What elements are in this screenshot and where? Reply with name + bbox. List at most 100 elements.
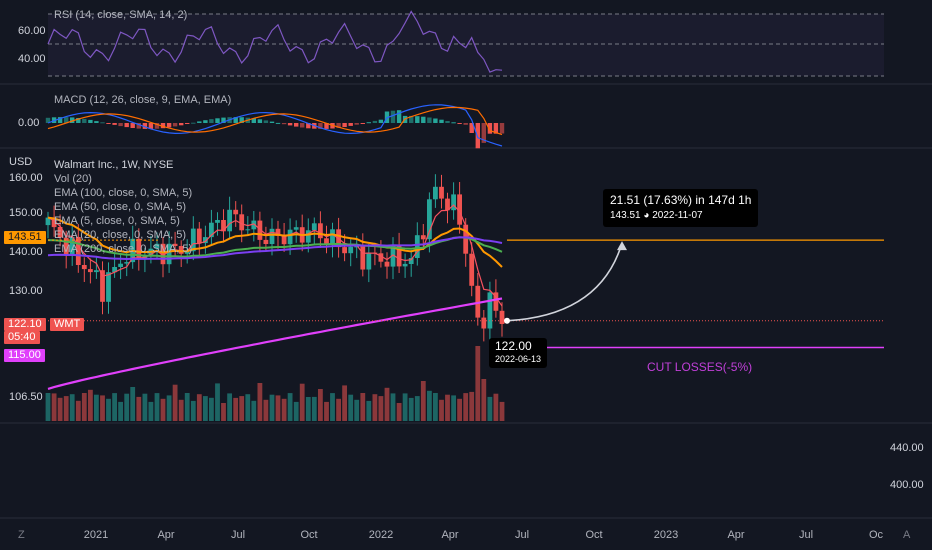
ema-label: EMA (100, close, 0, SMA, 5) bbox=[54, 187, 193, 199]
time-tick: 2023 bbox=[653, 529, 679, 541]
macd-histogram-bar bbox=[390, 110, 396, 123]
macd-histogram-bar bbox=[318, 123, 323, 129]
rsi-line bbox=[47, 10, 503, 73]
signal-line bbox=[47, 106, 503, 136]
volume-bar bbox=[445, 394, 450, 421]
candle-body bbox=[203, 237, 208, 244]
time-tick: Oct bbox=[300, 529, 318, 541]
volume-bar bbox=[360, 393, 366, 421]
volume-bar bbox=[45, 393, 51, 421]
candle-body bbox=[118, 263, 123, 267]
macd-histogram-bar bbox=[130, 123, 135, 128]
volume-bar bbox=[209, 397, 214, 421]
candle-body bbox=[63, 237, 69, 256]
macd-pane bbox=[45, 104, 505, 149]
macd-histogram-bar bbox=[88, 119, 93, 123]
candle-body bbox=[45, 217, 51, 226]
countdown-tag: 05:40 bbox=[4, 331, 40, 344]
candle-body bbox=[112, 267, 117, 273]
candle-body bbox=[57, 227, 63, 238]
volume-bar bbox=[136, 396, 142, 421]
ema-5-line bbox=[47, 204, 503, 307]
stop-loss-label: CUT LOSSES(-5%) bbox=[647, 360, 753, 374]
timezone-button[interactable]: Z bbox=[18, 529, 25, 541]
macd-line bbox=[47, 104, 503, 147]
candle-body bbox=[378, 253, 384, 262]
volume-bar bbox=[342, 385, 347, 421]
ema-200-line bbox=[47, 297, 503, 390]
macd-histogram-bar bbox=[348, 123, 353, 126]
volume-bar bbox=[148, 401, 154, 421]
macd-histogram-bar bbox=[76, 118, 81, 123]
volume-bar bbox=[293, 401, 299, 421]
candle-body bbox=[366, 252, 372, 270]
macd-histogram-bar bbox=[106, 123, 111, 124]
volume-bar bbox=[463, 393, 469, 421]
volume-bar bbox=[402, 393, 408, 421]
volume-bar bbox=[451, 395, 456, 421]
rsi-band bbox=[48, 14, 884, 76]
macd-histogram-bar bbox=[257, 119, 263, 123]
volume-bar bbox=[69, 394, 75, 421]
volume-bar bbox=[487, 396, 493, 421]
macd-histogram-bar bbox=[118, 123, 123, 127]
volume-bar bbox=[100, 395, 105, 421]
volume-bar bbox=[281, 398, 287, 421]
projection-target-date: 2022-11-07 bbox=[652, 210, 703, 221]
macd-histogram-bar bbox=[372, 120, 378, 123]
candle-body bbox=[451, 194, 456, 211]
macd-histogram-bar bbox=[221, 117, 226, 123]
volume-bar bbox=[239, 396, 245, 421]
volume-bar bbox=[433, 393, 438, 421]
projection-target-line: 143.51 ◕ 2022-11-07 bbox=[610, 210, 703, 221]
price-tick: 150.00 bbox=[9, 207, 43, 219]
candle-body bbox=[305, 230, 311, 243]
volume-bar bbox=[251, 400, 257, 421]
candle-body bbox=[348, 246, 354, 254]
volume-bar bbox=[311, 396, 317, 421]
candle-body bbox=[384, 261, 390, 267]
macd-histogram-bar bbox=[457, 123, 462, 124]
macd-histogram-bar bbox=[136, 123, 141, 129]
candle-body bbox=[245, 229, 251, 231]
candle-body bbox=[433, 186, 438, 200]
volume-bar bbox=[469, 391, 475, 421]
auto-scale-button[interactable]: A bbox=[903, 529, 911, 541]
macd-histogram-bar bbox=[112, 123, 117, 125]
macd-histogram-bar bbox=[493, 123, 499, 134]
macd-histogram-bar bbox=[185, 123, 190, 124]
volume-bar bbox=[75, 400, 81, 421]
macd-histogram-bar bbox=[251, 118, 256, 123]
time-tick: Apr bbox=[157, 529, 175, 541]
volume-bar bbox=[299, 383, 305, 421]
macd-histogram-bar bbox=[469, 123, 474, 133]
candle-body bbox=[124, 262, 130, 264]
volume-bar bbox=[215, 383, 220, 421]
candle-body bbox=[184, 251, 190, 254]
candle-body bbox=[196, 228, 202, 244]
volume-bar bbox=[178, 399, 184, 421]
macd-histogram-bar bbox=[148, 123, 154, 129]
macd-histogram-bar bbox=[451, 122, 456, 124]
volume-bar bbox=[190, 400, 196, 421]
time-tick: Apr bbox=[727, 529, 745, 541]
macd-histogram-bar bbox=[287, 123, 293, 126]
macd-histogram-bar bbox=[45, 117, 51, 123]
macd-histogram-bar bbox=[324, 123, 329, 129]
volume-bar bbox=[493, 393, 499, 421]
candle-body bbox=[172, 243, 178, 246]
volume-bar bbox=[106, 398, 111, 421]
drawings[interactable] bbox=[48, 239, 884, 349]
macd-histogram-bar bbox=[439, 119, 444, 123]
candle-body bbox=[251, 220, 257, 230]
macd-histogram-bar bbox=[100, 122, 105, 124]
volume-bar bbox=[427, 390, 432, 421]
time-tick: Jul bbox=[514, 529, 530, 541]
candle-body bbox=[390, 246, 396, 267]
candle-body bbox=[402, 263, 408, 267]
candle-body bbox=[166, 243, 172, 265]
macd-histogram-bar bbox=[191, 122, 196, 124]
volume-bar bbox=[154, 393, 160, 421]
volume-bar bbox=[481, 379, 487, 421]
